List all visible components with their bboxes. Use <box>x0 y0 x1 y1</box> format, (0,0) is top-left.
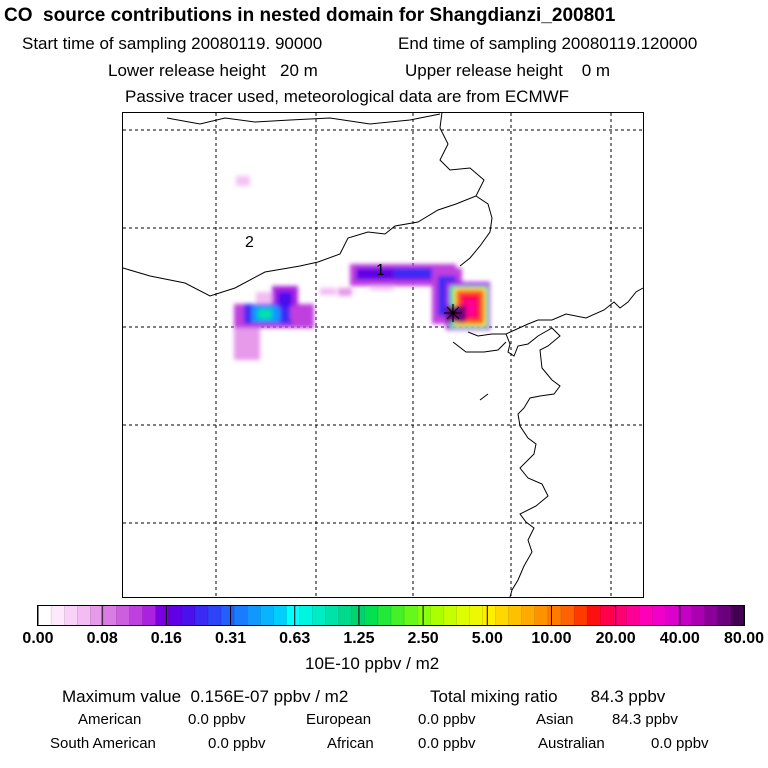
colorbar-cell <box>142 606 157 625</box>
colorbar-cell <box>404 606 418 625</box>
figure-title: CO source contributions in nested domain… <box>4 5 616 26</box>
region-value-american: 0.0 ppbv <box>188 711 246 728</box>
tracer-note: Passive tracer used, meteorological data… <box>125 87 570 106</box>
colorbar-cell <box>103 606 118 625</box>
map-label-1: 1 <box>376 262 385 279</box>
colorbar-cell <box>717 606 732 625</box>
colorbar-cell <box>391 606 405 625</box>
colorbar-cell <box>691 606 706 625</box>
colorbar-cell <box>273 606 287 625</box>
region-value-south-american: 0.0 ppbv <box>208 735 266 752</box>
colorbar-cells <box>38 606 745 625</box>
colorbar-cell <box>639 606 654 625</box>
colorbar-cell <box>364 606 379 625</box>
colorbar-cell <box>521 606 536 625</box>
colorbar-tick-label: 0.08 <box>86 630 118 647</box>
colorbar-cell <box>312 606 327 625</box>
colorbar-tick-label: 5.00 <box>471 630 503 647</box>
region-label-asian: Asian <box>536 711 574 728</box>
start-time: Start time of sampling 20080119. 90000 <box>22 34 323 53</box>
colorbar-cell <box>430 606 444 625</box>
region-value-asian: 84.3 ppbv <box>612 711 678 728</box>
upper-release-height: Upper release height 0 m <box>405 61 611 80</box>
lower-release-height: Lower release height 20 m <box>108 61 318 80</box>
region-label-african: African <box>327 735 374 752</box>
colorbar-cell <box>482 606 497 625</box>
colorbar-tick-label: 2.50 <box>407 630 439 647</box>
colorbar-cell <box>51 606 65 625</box>
colorbar-tick-label: 1.25 <box>343 630 375 647</box>
colorbar-tick-label: 80.00 <box>723 630 765 647</box>
colorbar-cell <box>221 606 235 625</box>
colorbar-cell <box>678 606 693 625</box>
colorbar-tick-label: 20.00 <box>595 630 636 647</box>
colorbar-tick-label: 10.00 <box>531 630 572 647</box>
maximum-value: Maximum value 0.156E-07 ppbv / m2 <box>62 687 349 706</box>
colorbar-major-ticks <box>37 606 745 625</box>
colorbar-cell <box>194 606 209 625</box>
total-mixing-ratio: Total mixing ratio 84.3 ppbv <box>430 687 666 706</box>
map-frame <box>122 112 644 598</box>
colorbar-unit: 10E-10 ppbv / m2 <box>305 654 440 673</box>
colorbar-cell <box>600 606 614 625</box>
region-label-south-american: South American <box>50 735 156 752</box>
colorbar-cell <box>155 606 170 625</box>
colorbar-cell <box>38 606 52 625</box>
colorbar-cell <box>613 606 627 625</box>
colorbar-cell <box>181 606 196 625</box>
colorbar-tick-label: 0.00 <box>22 630 54 647</box>
region-label-european: European <box>306 711 372 728</box>
colorbar-cell <box>299 606 314 625</box>
receptor-marker <box>444 304 462 322</box>
region-label-american: American <box>78 711 142 728</box>
grid-lines <box>123 113 643 597</box>
colorbar-cell <box>574 606 588 625</box>
end-time: End time of sampling 20080119.120000 <box>398 34 698 53</box>
colorbar-cell <box>560 606 575 625</box>
colorbar-cell <box>730 606 745 625</box>
colorbar-cell <box>168 606 183 625</box>
colorbar-cell <box>116 606 131 625</box>
colorbar-cell <box>495 606 510 625</box>
colorbar-cell <box>587 606 601 625</box>
region-label-australian: Australian <box>538 735 605 752</box>
colorbar-tick-label: 0.16 <box>150 630 182 647</box>
colorbar-cell <box>286 606 301 625</box>
colorbar-cell <box>508 606 523 625</box>
colorbar-cell <box>207 606 222 625</box>
colorbar-cell <box>90 606 104 625</box>
colorbar-cell <box>325 606 340 625</box>
colorbar-cell <box>338 606 353 625</box>
colorbar-cell <box>704 606 719 625</box>
colorbar-cell <box>652 606 667 625</box>
region-value-australian: 0.0 ppbv <box>651 735 709 752</box>
colorbar-cell <box>64 606 78 625</box>
colorbar-cell <box>443 606 457 625</box>
colorbar-tick-label: 0.63 <box>279 630 311 647</box>
colorbar-cell <box>77 606 91 625</box>
colorbar-cell <box>469 606 484 625</box>
colorbar-cell <box>247 606 261 625</box>
colorbar-cell <box>534 606 549 625</box>
map-label-2: 2 <box>245 234 254 251</box>
colorbar-cell <box>417 606 431 625</box>
colorbar-cell <box>260 606 274 625</box>
colorbar-cell <box>547 606 562 625</box>
colorbar-cell <box>234 606 248 625</box>
region-value-european: 0.0 ppbv <box>418 711 476 728</box>
colorbar-cell <box>377 606 392 625</box>
colorbar-cell <box>626 606 640 625</box>
colorbar-cell <box>456 606 471 625</box>
colorbar-tick-label: 0.31 <box>214 630 247 647</box>
colorbar-tick-label: 40.00 <box>659 630 700 647</box>
colorbar-cell <box>129 606 144 625</box>
region-value-african: 0.0 ppbv <box>418 735 476 752</box>
boundaries <box>122 111 644 598</box>
colorbar-cell <box>665 606 680 625</box>
